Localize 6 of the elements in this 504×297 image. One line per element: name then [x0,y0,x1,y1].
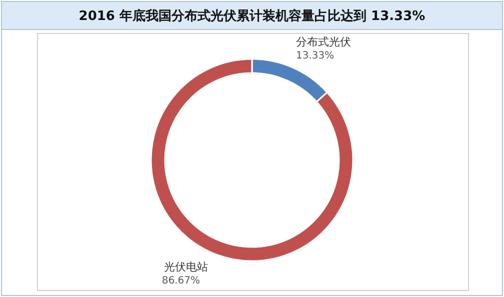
data-label: 86.67% [162,275,200,286]
slice-label: 光伏电站 [164,260,208,274]
data-label: 13.33% [296,50,334,62]
donut-slice [150,58,354,262]
chart-title: 2016 年底我国分布式光伏累计装机容量占比达到 13.33% [78,8,426,24]
slice-label: 分布式光伏 [296,36,352,49]
